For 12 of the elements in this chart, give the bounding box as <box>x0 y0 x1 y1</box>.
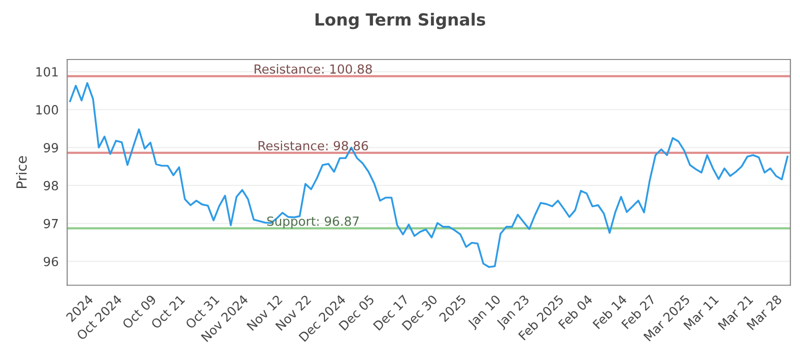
ref-line-label: Support: 96.87 <box>267 216 359 228</box>
y-tick-label: 97 <box>44 218 58 228</box>
y-axis-title: Price <box>16 156 27 188</box>
chart-title: Long Term Signals <box>316 12 486 30</box>
y-tick-label: 99 <box>44 142 58 152</box>
ref-line-label: Resistance: 98.86 <box>258 140 368 150</box>
line-series <box>69 82 788 268</box>
y-tick-label: 96 <box>44 256 58 266</box>
ref-line-label: Resistance: 100.88 <box>254 64 372 74</box>
y-tick-label: 98 <box>44 180 58 190</box>
y-tick-label: 101 <box>36 67 58 77</box>
y-tick-label: 100 <box>36 105 58 115</box>
